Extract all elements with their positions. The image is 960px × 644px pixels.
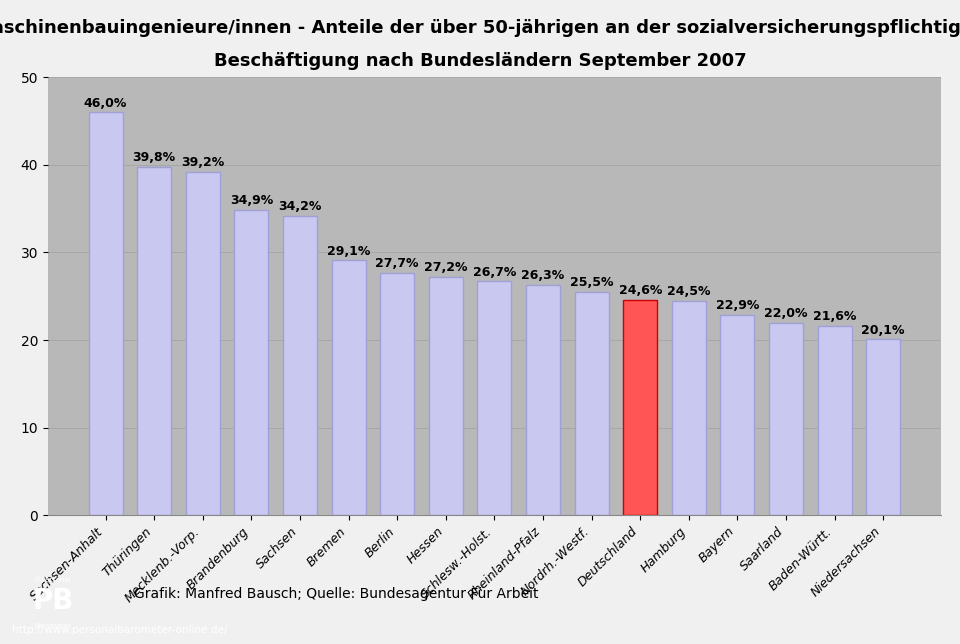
Text: Barometer: Barometer [35, 623, 71, 629]
Text: 46,0%: 46,0% [84, 97, 128, 109]
Text: 39,2%: 39,2% [181, 156, 225, 169]
Text: 24,6%: 24,6% [618, 284, 661, 297]
Bar [137, 167, 171, 515]
Text: 34,2%: 34,2% [278, 200, 322, 213]
Text: 22,0%: 22,0% [764, 307, 807, 320]
Bar [672, 301, 706, 515]
Bar [88, 112, 123, 515]
Text: http://www.personalbarometer-online.de/: http://www.personalbarometer-online.de/ [12, 625, 228, 636]
Text: 27,7%: 27,7% [375, 257, 419, 270]
Text: PB: PB [32, 587, 74, 614]
Bar [720, 315, 755, 515]
Bar [818, 326, 852, 515]
Text: Maschinenbauingenieure/innen - Anteile der über 50-jährigen an der sozialversich: Maschinenbauingenieure/innen - Anteile d… [0, 19, 960, 37]
Text: Grafik: Manfred Bausch; Quelle: Bundesagentur Für Arbeit: Grafik: Manfred Bausch; Quelle: Bundesag… [133, 587, 539, 601]
Text: 34,9%: 34,9% [229, 194, 273, 207]
Text: ©Personal: ©Personal [35, 577, 71, 583]
Text: 22,9%: 22,9% [716, 299, 759, 312]
Text: 24,5%: 24,5% [667, 285, 710, 298]
Bar [331, 260, 366, 515]
Bar [623, 299, 658, 515]
Text: 20,1%: 20,1% [861, 323, 905, 337]
Bar [186, 172, 220, 515]
Text: 21,6%: 21,6% [813, 310, 856, 323]
Text: 29,1%: 29,1% [327, 245, 371, 258]
Bar [477, 281, 512, 515]
Bar [769, 323, 803, 515]
Bar [234, 209, 269, 515]
Text: 27,2%: 27,2% [424, 261, 468, 274]
Text: 25,5%: 25,5% [570, 276, 613, 289]
Text: 26,7%: 26,7% [472, 266, 516, 279]
Bar [526, 285, 560, 515]
Text: Beschäftigung nach Bundesländern September 2007: Beschäftigung nach Bundesländern Septemb… [214, 52, 746, 70]
Bar [283, 216, 317, 515]
Bar [575, 292, 609, 515]
Text: 26,3%: 26,3% [521, 269, 564, 282]
Bar [866, 339, 900, 515]
Bar [380, 272, 414, 515]
Text: 39,8%: 39,8% [132, 151, 176, 164]
Bar [429, 277, 463, 515]
